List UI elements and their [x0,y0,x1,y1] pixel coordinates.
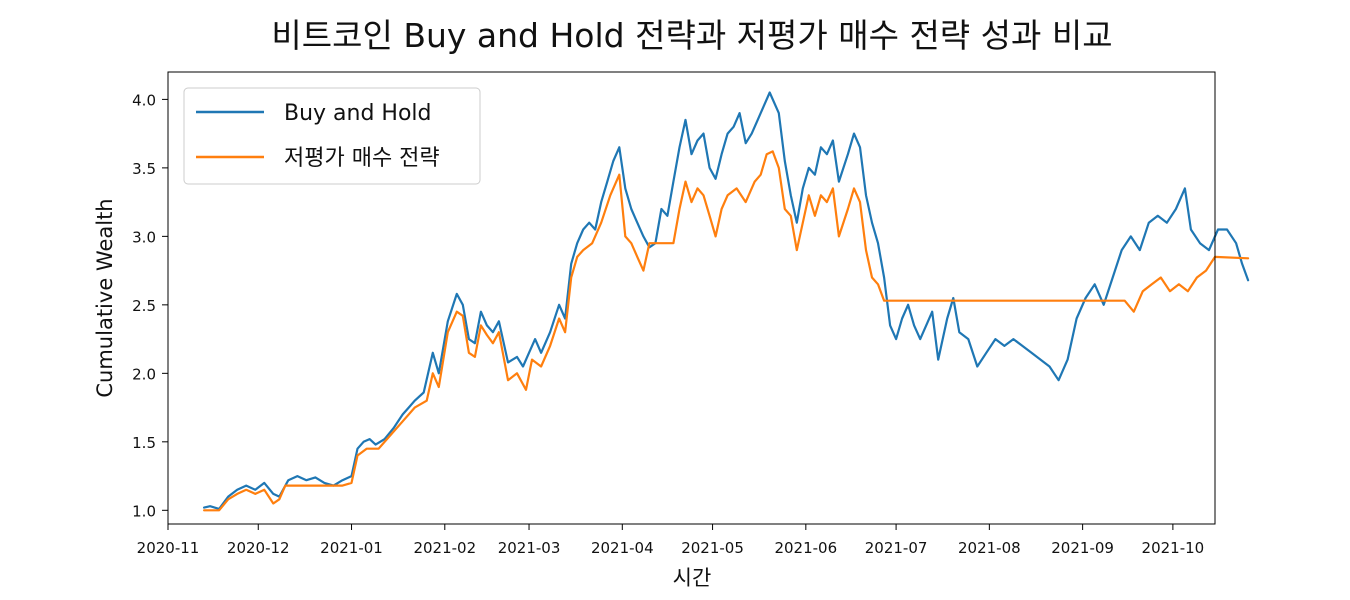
x-tick-label: 2021-08 [958,539,1021,557]
y-tick-label: 1.0 [132,502,156,520]
plot-frame [167,71,1216,525]
x-tick-label: 2021-04 [591,539,654,557]
x-tick-label: 2021-06 [774,539,837,557]
x-tick-label: 2020-11 [137,539,200,557]
y-tick-label: 2.0 [132,365,156,383]
x-tick-label: 2021-09 [1051,539,1114,557]
y-axis-title: Cumulative Wealth [93,198,117,397]
legend-label-1: 저평가 매수 전략 [284,146,440,171]
x-tick-label: 2021-03 [498,539,561,557]
x-tick-label: 2021-10 [1142,539,1205,557]
y-tick-label: 3.5 [132,160,156,178]
x-tick-label: 2021-07 [865,539,928,557]
y-tick-label: 4.0 [132,91,156,109]
x-tick-label: 2021-02 [413,539,476,557]
y-tick-label: 1.5 [132,434,156,452]
series-line-0 [203,91,1250,510]
legend: Buy and Hold 저평가 매수 전략 [183,87,481,185]
x-tick-label: 2020-12 [227,539,290,557]
y-tick-label: 2.5 [132,297,156,315]
x-axis: 2020-11 2020-12 2021-01 2021-02 2021-03 2021-… [137,524,1205,557]
x-tick-label: 2021-05 [681,539,744,557]
series-line-1 [203,150,1250,512]
y-tick-label: 3.0 [132,228,156,246]
chart-title: 비트코인 Buy and Hold 전략과 저평가 매수 전략 성과 비교 [271,16,1112,55]
x-tick-label: 2021-01 [320,539,383,557]
series-layer [203,91,1250,512]
legend-label-0: Buy and Hold [284,101,432,126]
x-axis-title: 시간 [673,566,712,590]
y-axis: 1.0 1.5 2.0 2.5 3.0 3.5 4.0 [132,91,168,520]
